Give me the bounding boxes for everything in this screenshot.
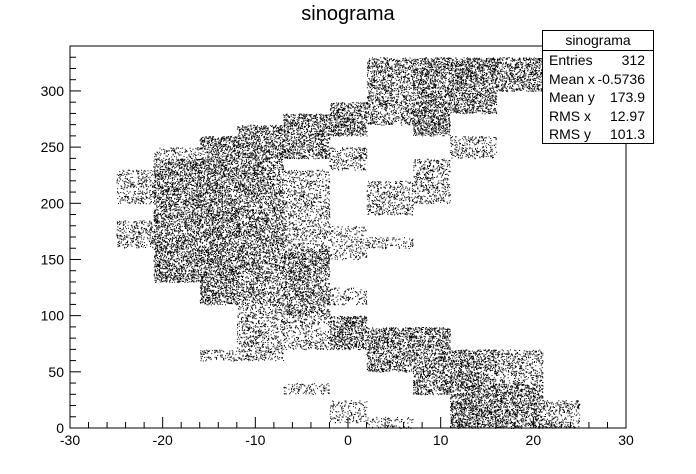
bin-cell	[199, 135, 238, 306]
stats-row-rms-x: RMS x 12.97	[543, 107, 653, 126]
x-tick-label: 30	[618, 432, 634, 448]
bin-cell	[450, 349, 498, 429]
stats-value: 173.9	[609, 89, 645, 105]
bin-cell	[496, 383, 544, 429]
bin-cell	[329, 287, 368, 306]
bin-cell	[116, 220, 155, 249]
bin-cell	[283, 383, 330, 395]
y-tick-label: 200	[41, 195, 65, 211]
y-tick-label: 250	[41, 139, 65, 155]
x-tick-label: -10	[245, 432, 265, 448]
bin-cell	[366, 57, 414, 126]
y-tick-label: 100	[41, 308, 65, 324]
bin-cell	[449, 57, 498, 115]
stats-value: -0.5736	[597, 70, 645, 87]
bin-cell	[153, 158, 201, 283]
stats-row-rms-y: RMS y 101.3	[543, 125, 653, 144]
stats-label: Mean x	[549, 70, 595, 87]
y-tick-label: 300	[41, 83, 65, 99]
stats-label: Entries	[549, 52, 593, 68]
bin-cell	[236, 124, 285, 272]
y-tick-label: 150	[41, 251, 65, 267]
bin-cell	[449, 136, 498, 160]
bin-cell	[116, 169, 155, 205]
y-tick-label: 0	[56, 420, 64, 436]
bin-cell	[329, 226, 368, 261]
bin-cell	[413, 158, 451, 205]
bin-cell	[154, 147, 201, 160]
bin-cell	[412, 57, 451, 137]
y-tick-label: 50	[48, 364, 64, 380]
stats-title: sinograma	[543, 31, 653, 51]
bin-cell	[367, 416, 414, 429]
bin-cell	[496, 57, 544, 92]
x-tick-label: 0	[344, 432, 352, 448]
chart-title: sinograma	[301, 3, 395, 25]
x-tick-label: 10	[433, 432, 449, 448]
bin-cell	[366, 237, 414, 250]
x-tick-label: -20	[153, 432, 173, 448]
stats-row-mean-x: Mean x -0.5736	[543, 70, 653, 89]
stats-value: 101.3	[609, 126, 645, 142]
bin-cell	[366, 327, 414, 373]
bin-cell	[283, 248, 331, 317]
bin-cell	[283, 169, 331, 250]
bin-cell	[496, 349, 544, 384]
bin-cell	[329, 102, 368, 137]
stats-label: RMS x	[549, 107, 591, 124]
stats-box: sinograma Entries 312 Mean x -0.5736 Mea…	[542, 30, 654, 144]
bin-cell	[412, 327, 451, 396]
stats-value: 12.97	[609, 107, 645, 124]
bin-cell	[329, 400, 368, 424]
stats-label: Mean y	[549, 89, 595, 105]
bin-cell	[329, 147, 368, 171]
bin-cell	[283, 315, 331, 351]
stats-value: 312	[621, 52, 645, 68]
x-tick-label: -30	[60, 432, 80, 448]
bin-cell	[200, 349, 238, 362]
x-tick-label: 20	[526, 432, 542, 448]
bin-cell	[236, 304, 285, 362]
stats-row-entries: Entries 312	[543, 51, 653, 70]
stats-label: RMS y	[549, 126, 591, 142]
bin-cell	[542, 400, 581, 429]
bin-cell	[329, 315, 368, 351]
bin-cell	[236, 270, 284, 306]
bin-cell	[366, 180, 414, 216]
bin-cell	[283, 113, 331, 160]
stats-row-mean-y: Mean y 173.9	[543, 88, 653, 107]
bins-layer	[116, 57, 581, 429]
